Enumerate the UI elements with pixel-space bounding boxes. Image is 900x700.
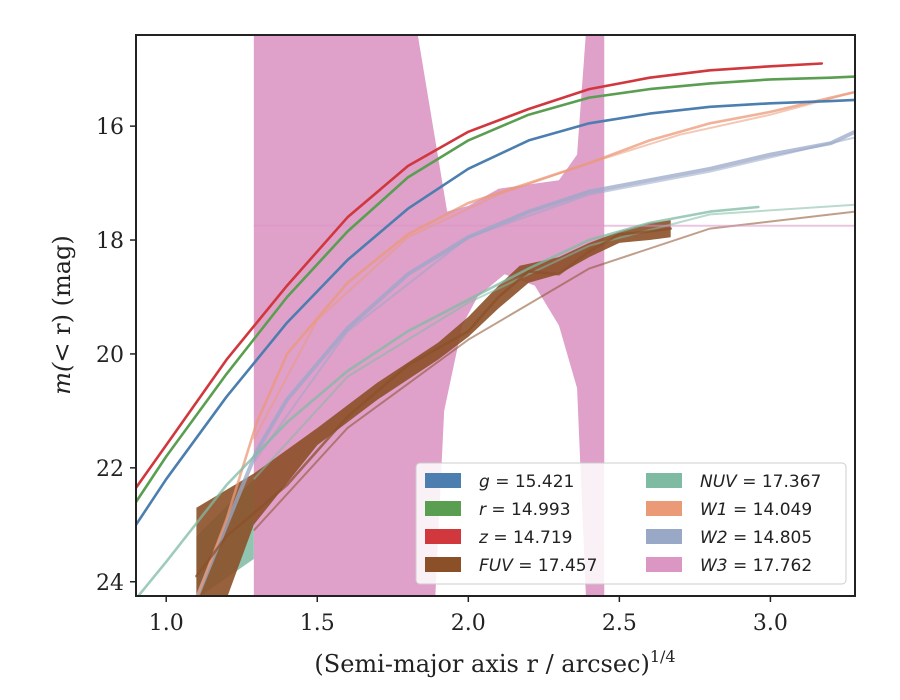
legend-label-fuv: FUV = 17.457 — [479, 556, 597, 576]
plot-frame — [135, 34, 856, 597]
x-tick-label: 1.0 — [149, 611, 184, 636]
series-nuv-line — [136, 205, 760, 596]
legend: g = 15.421 r = 14.993 z = 14.719 FUV = 17.4… — [415, 462, 847, 585]
x-tick-label: 1.5 — [300, 611, 335, 636]
legend-swatch-g — [425, 473, 461, 488]
x-axis-label-superscript: 1/4 — [650, 647, 676, 666]
y-axis: 16 18 20 22 24 — [96, 115, 136, 596]
series-w3-band — [253, 35, 605, 596]
legend-label-z: z = 14.719 — [478, 528, 572, 548]
series-w2-line — [195, 129, 855, 596]
y-tick-label: 22 — [96, 457, 124, 482]
series-r-model-line — [136, 76, 855, 503]
legend-swatch-nuv — [646, 473, 682, 488]
y-axis-label-suffix: ) (mag) — [48, 235, 76, 323]
legend-swatch-r — [425, 501, 461, 516]
series-g-model-line — [136, 99, 855, 526]
y-axis-label-prefix: m( — [48, 362, 76, 395]
x-axis: 1.0 1.5 2.0 2.5 3.0 — [149, 596, 788, 636]
legend-swatch-w2 — [646, 529, 682, 544]
legend-swatch-z — [425, 529, 461, 544]
series-fuv-line — [195, 227, 672, 578]
legend-label-nuv: NUV = 17.367 — [700, 472, 821, 492]
series-w2-model-line — [252, 136, 855, 463]
series-z-model-line — [136, 62, 822, 489]
legend-label-g: g = 15.421 — [479, 472, 574, 492]
legend-label-w3: W3 = 17.762 — [700, 556, 812, 576]
x-axis-label: (Semi-major axis r / arcsec)1/4 — [314, 647, 675, 678]
x-tick-label: 2.0 — [451, 611, 486, 636]
x-axis-label-text: (Semi-major axis r / arcsec) — [314, 650, 649, 678]
y-tick-label: 18 — [96, 229, 124, 254]
legend-swatch-w3 — [646, 557, 682, 572]
x-tick-label: 2.5 — [602, 611, 637, 636]
legend-label-w1: W1 = 14.049 — [700, 500, 812, 520]
legend-box — [415, 462, 847, 585]
plot-area — [136, 35, 855, 596]
legend-swatch-fuv — [425, 557, 461, 572]
y-axis-label-mid: < r — [48, 323, 76, 363]
legend-label-w2: W2 = 14.805 — [700, 528, 812, 548]
series-nuv-model-line — [253, 203, 855, 480]
y-axis-label: m(< r) (mag) — [48, 235, 76, 395]
legend-label-r: r = 14.993 — [479, 500, 571, 520]
y-tick-label: 16 — [96, 115, 124, 140]
x-tick-label: 3.0 — [753, 611, 788, 636]
y-tick-label: 20 — [96, 343, 124, 368]
series-w1-line — [196, 90, 855, 596]
legend-swatch-w1 — [646, 501, 682, 516]
y-tick-label: 24 — [96, 571, 124, 596]
